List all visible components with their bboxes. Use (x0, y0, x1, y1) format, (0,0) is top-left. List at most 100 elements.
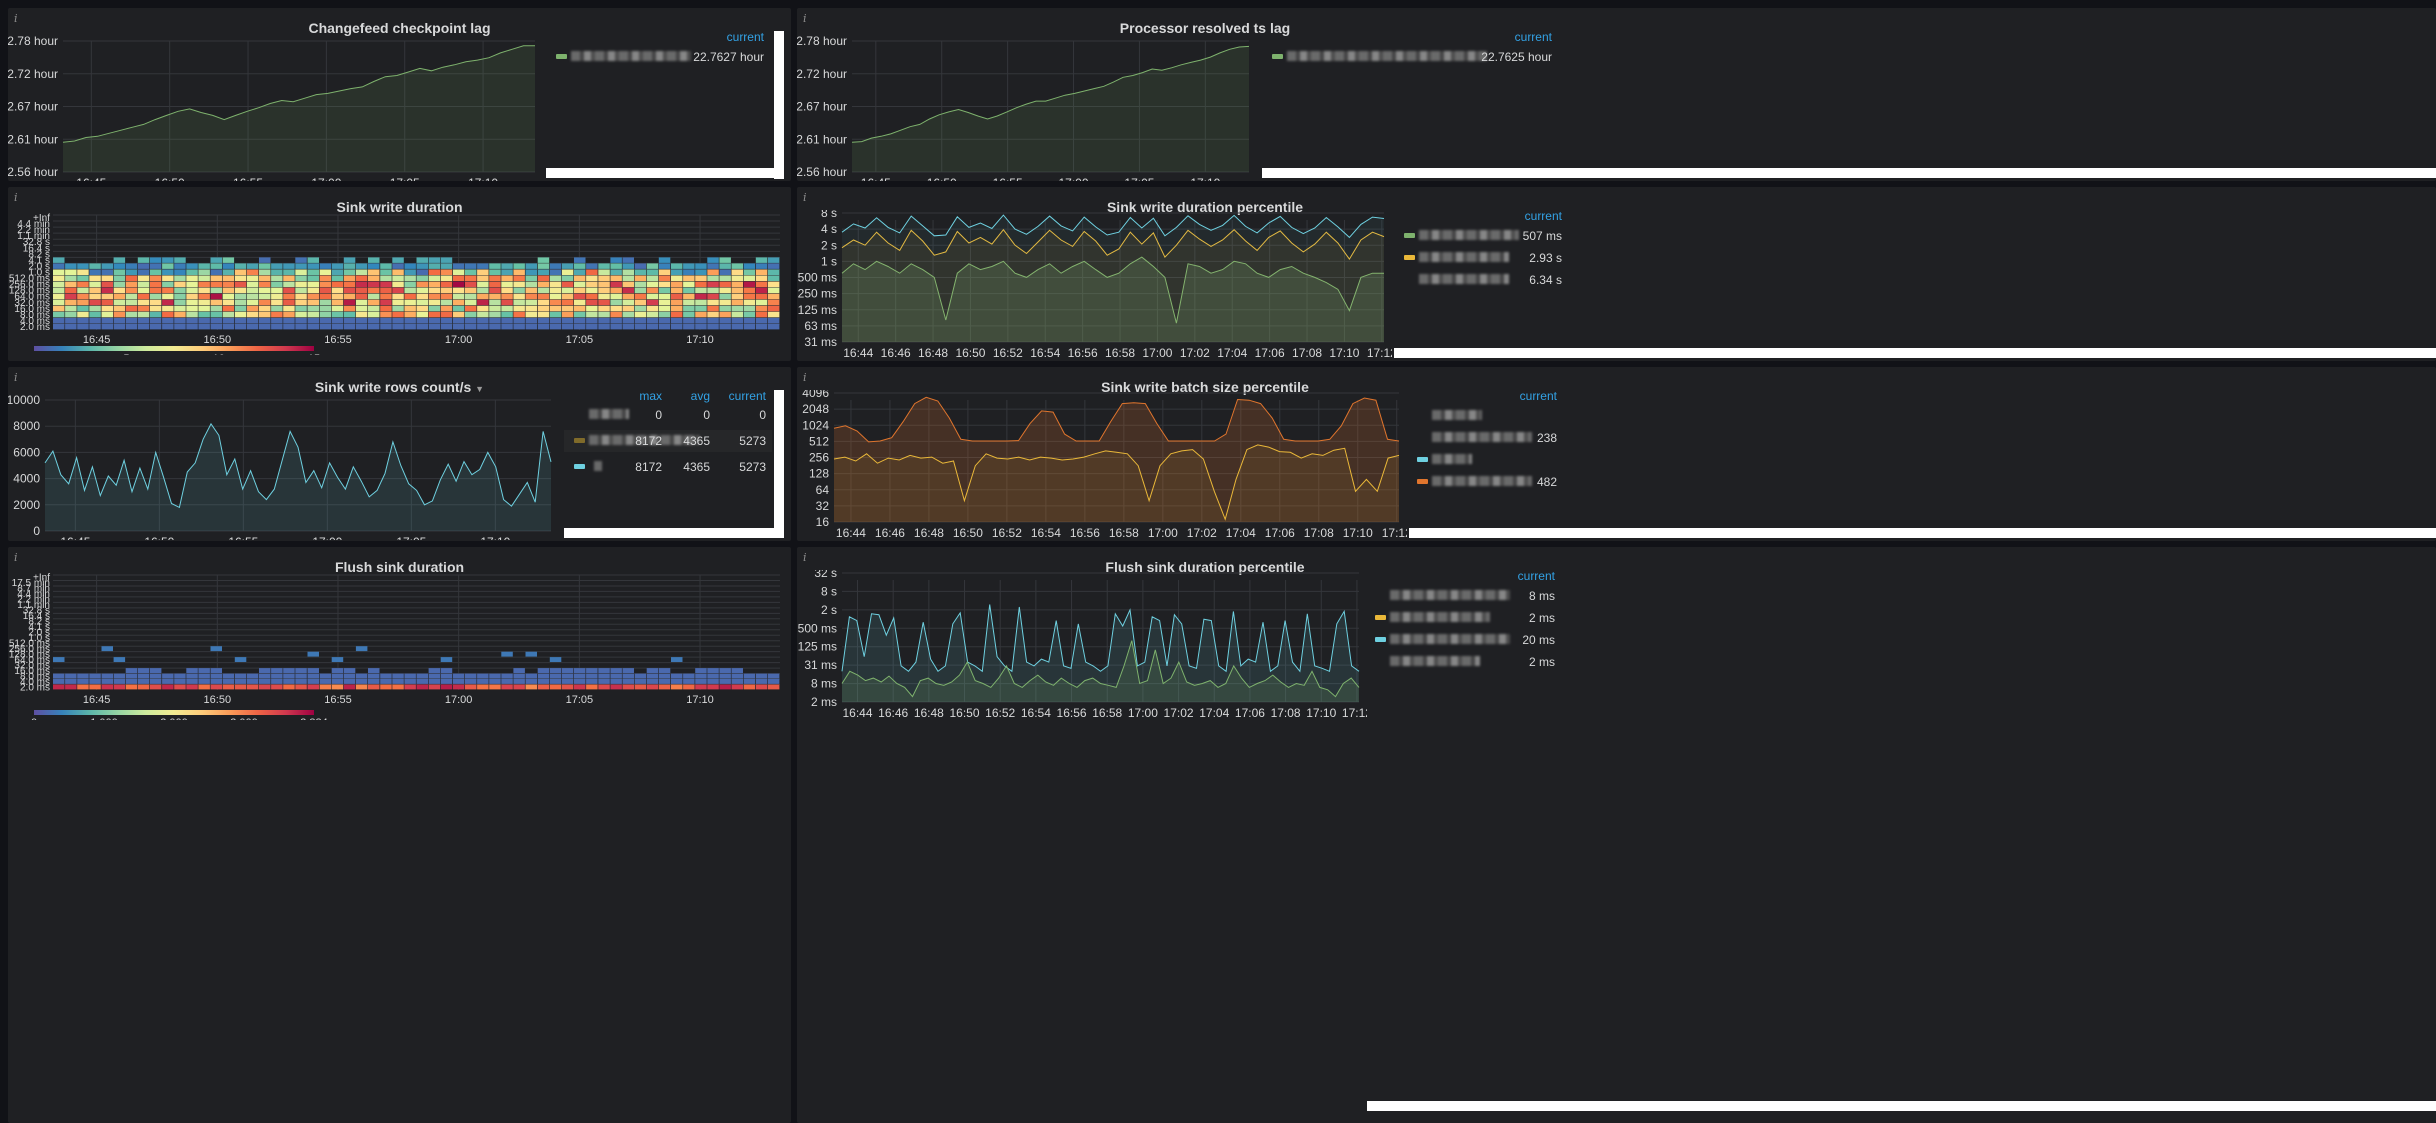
heatmap-cell (586, 263, 598, 269)
panel-flush-sink-duration[interactable]: i Flush sink duration +Inf 17.5 min 8.7 mi… (8, 547, 791, 1123)
info-icon[interactable]: i (803, 12, 807, 25)
x-tick-label: 16:58 (1092, 706, 1122, 720)
legend-row[interactable]: 22.7625 hour (1262, 46, 1562, 68)
legend-header-max[interactable]: max (639, 389, 662, 403)
panel-title[interactable]: Flush sink duration percentile (1105, 559, 1305, 575)
panel-sink-write-rows[interactable]: i Sink write rows count/s ▼ 10000 8000 600… (8, 367, 791, 541)
chevron-down-icon[interactable]: ▼ (475, 384, 485, 394)
heatmap-cell (537, 257, 550, 263)
heatmap-cell (755, 684, 768, 690)
legend-row[interactable] (1407, 449, 1567, 471)
percentile-plot: 32 s 8 s 2 s 500 ms 125 ms 31 ms 8 ms 2 ms 16:44… (798, 570, 1367, 720)
info-icon[interactable]: i (803, 371, 807, 384)
heatmap-cell (707, 673, 719, 679)
info-icon[interactable]: i (14, 12, 18, 25)
heatmap-cell (683, 305, 695, 312)
time-series-plot: 22.78 hour 22.72 hour 22.67 hour 22.61 hour… (8, 34, 535, 181)
panel-changefeed-checkpoint-lag[interactable]: i Changefeed checkpoint lag 22.78 hour22… (8, 8, 791, 181)
x-tick-label: 17:10 (1306, 706, 1336, 720)
heatmap-cell (428, 275, 441, 281)
heatmap-cell (610, 293, 622, 300)
panel-title[interactable]: Changefeed checkpoint lag (308, 20, 491, 36)
panel-sink-write-duration-percentile[interactable]: i Sink write duration percentile 8 s 4 s 2… (797, 187, 2436, 361)
heatmap-cell (392, 305, 404, 312)
info-icon[interactable]: i (803, 191, 807, 204)
heatmap-cell (671, 293, 683, 300)
y-tick-label: 2.2 min (17, 225, 50, 236)
scrollbar-horizontal[interactable] (1409, 528, 2436, 538)
legend-row[interactable]: 482 (1407, 471, 1567, 493)
panel-title[interactable]: Sink write batch size percentile (1101, 379, 1309, 395)
y-tick-label: 4.0 ms (20, 316, 50, 327)
legend-row[interactable] (1407, 405, 1567, 427)
heatmap-cell (634, 293, 647, 300)
scrollbar-horizontal[interactable] (1367, 1101, 2436, 1111)
legend-row[interactable]: 8 ms (1365, 585, 1565, 607)
heatmap-cell (355, 679, 368, 684)
panel-title[interactable]: Sink write rows count/s ▼ (8, 379, 791, 395)
heatmap-cell (343, 281, 356, 288)
x-tick-label: 17:08 (1304, 526, 1334, 540)
panel-sink-write-duration[interactable]: i Sink write duration +Inf 4.4 min 2.2 min… (8, 187, 791, 361)
heatmap-cell (440, 299, 453, 306)
heatmap-cell (149, 281, 162, 288)
scrollbar-horizontal[interactable] (564, 528, 784, 538)
legend-header-current[interactable]: current (728, 389, 766, 403)
panel-title[interactable]: Processor resolved ts lag (1119, 20, 1291, 36)
heatmap-cell (452, 673, 465, 679)
scrollbar[interactable] (774, 31, 784, 179)
legend-row[interactable]: 2 ms (1365, 607, 1565, 629)
panel-title[interactable]: Sink write duration (336, 199, 463, 215)
y-tick-label: 8 s (821, 210, 837, 220)
legend-header-avg[interactable]: avg (690, 389, 710, 403)
heatmap-cell (634, 299, 647, 306)
scrollbar-horizontal[interactable] (1262, 168, 2436, 178)
info-icon[interactable]: i (14, 371, 18, 384)
legend-row[interactable]: 2.93 s (1394, 247, 1572, 269)
panel-title[interactable]: Sink write duration percentile (1106, 199, 1304, 215)
heatmap-cell (283, 287, 295, 294)
heatmap-cell (283, 673, 295, 679)
info-icon[interactable]: i (14, 191, 18, 204)
legend-row[interactable]: 8172 4365 5273 (564, 430, 772, 452)
heatmap-cell (574, 287, 586, 294)
heatmap-cell (658, 679, 671, 684)
heatmap-cell (210, 668, 222, 673)
scrollbar-horizontal[interactable] (546, 168, 784, 178)
heatmap-cell (295, 684, 307, 690)
heatmap-cell (77, 287, 89, 294)
heatmap-cell (149, 668, 162, 673)
heatmap-cell (477, 275, 489, 281)
legend-row[interactable]: 238 (1407, 427, 1567, 449)
panel-processor-resolved-ts-lag[interactable]: i Processor resolved ts lag 22.78 hour22… (797, 8, 2436, 181)
legend-row[interactable]: 2 ms (1365, 651, 1565, 673)
legend-row[interactable]: 6.34 s (1394, 269, 1572, 291)
heatmap-cell (646, 684, 659, 690)
x-tick-label: 17:06 (1255, 346, 1285, 360)
legend-row[interactable]: 507 ms (1394, 225, 1572, 247)
panel-sink-write-batch-size-percentile[interactable]: i Sink write batch size percentile 4096 2… (797, 367, 2436, 541)
panel-flush-sink-duration-percentile[interactable]: i Flush sink duration percentile 32 s 8 s… (797, 547, 2436, 1123)
heatmap-cell (731, 299, 743, 306)
legend-header-current[interactable]: current (1517, 569, 1555, 583)
heatmap-cell (440, 257, 453, 263)
legend-header-current[interactable]: current (1524, 209, 1562, 223)
legend-row[interactable]: 0 0 0 (564, 404, 772, 426)
heatmap-cell (549, 668, 562, 673)
info-icon[interactable]: i (14, 551, 18, 564)
panel-title[interactable]: Flush sink duration (334, 559, 465, 575)
heatmap-cell (767, 275, 780, 281)
legend-row[interactable]: 20 ms (1365, 629, 1565, 651)
legend-header-current[interactable]: current (726, 30, 764, 44)
info-icon[interactable]: i (803, 551, 807, 564)
legend-header-current[interactable]: current (1514, 30, 1552, 44)
heatmap-cell (307, 311, 319, 318)
scrollbar[interactable] (774, 390, 784, 538)
heatmap-cell (440, 287, 453, 294)
legend-row[interactable]: 8172 4365 5273 (564, 456, 772, 478)
legend-header-current[interactable]: current (1519, 389, 1557, 403)
legend-row[interactable]: 22.7627 hour (546, 46, 774, 68)
scrollbar-horizontal[interactable] (1394, 348, 2436, 358)
heatmap-cell (646, 668, 659, 673)
y-tick-label: 4.4 min (17, 219, 50, 230)
